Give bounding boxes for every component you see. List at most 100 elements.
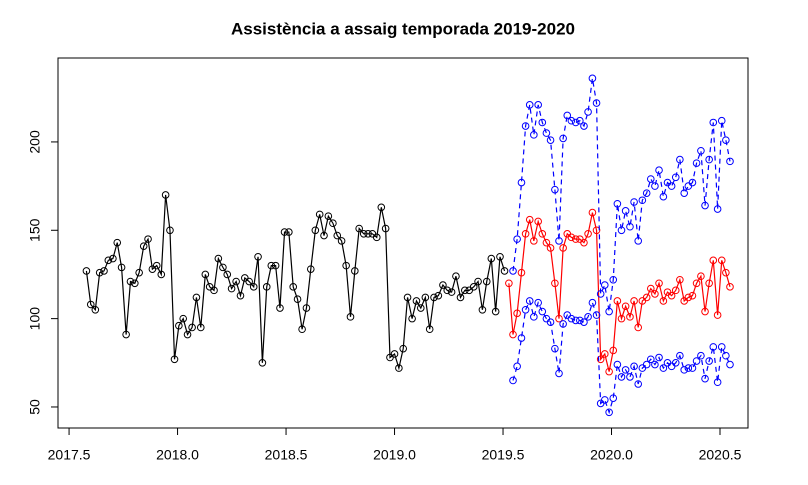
point [491,307,500,316]
point [538,118,547,127]
series-line [512,299,731,415]
point [95,268,104,277]
point [684,293,693,302]
point [377,203,386,212]
point [530,131,538,139]
point [346,313,355,321]
point [671,173,680,182]
point [496,252,504,261]
point [651,290,659,298]
point [551,279,559,288]
point [646,175,655,183]
point [534,101,542,109]
point [559,244,567,252]
point [267,261,276,270]
point [521,230,530,238]
point [701,201,709,210]
x-tick-label: 2019.0 [373,447,416,463]
point [223,270,232,279]
point [530,313,538,321]
point [232,277,240,286]
point [236,291,245,300]
point [680,189,689,197]
point [474,277,482,286]
point [298,325,306,334]
point [571,235,580,243]
point [513,309,521,318]
point [692,357,701,365]
point [621,302,630,311]
point [525,215,534,224]
point [439,281,447,289]
point [596,290,605,298]
point [688,291,697,300]
point [646,355,655,364]
point [596,355,605,364]
point [688,364,697,372]
point [196,323,205,332]
point [680,366,689,374]
point [117,263,126,272]
point [692,279,701,288]
point [609,394,618,402]
point [534,298,542,307]
point [219,263,227,272]
point [408,314,416,323]
point [655,353,663,362]
point [630,198,638,206]
point [329,219,337,228]
point [144,235,152,243]
point [717,343,726,351]
point [600,281,609,289]
point [613,199,622,208]
point [192,293,201,302]
point [626,313,634,321]
point [605,367,613,376]
point [170,355,179,364]
point [517,178,526,187]
point [315,210,324,219]
point [722,136,730,144]
point [534,217,542,226]
point [667,291,676,300]
point [509,330,517,339]
point [580,238,588,247]
point [592,99,601,107]
point [605,307,613,316]
point [175,321,183,330]
point [713,205,722,213]
point [249,283,258,291]
point [701,307,709,316]
point [254,252,262,261]
point [546,136,555,144]
point [538,307,547,316]
point [525,101,534,109]
point [613,360,622,369]
point [452,272,460,281]
point [630,297,638,305]
point [521,305,530,314]
point [513,362,521,371]
point [555,237,563,245]
point [626,373,634,381]
point [671,358,680,367]
point [571,118,580,127]
plot-frame [57,57,749,429]
point [333,231,342,240]
y-tick-label: 200 [27,130,43,154]
point [634,237,643,245]
x-tick-label: 2018.5 [265,447,308,463]
x-tick-label: 2019.5 [482,447,525,463]
point [617,226,626,235]
point [605,408,613,417]
point [113,238,122,247]
point [131,279,139,288]
point [311,226,320,235]
point [713,311,722,319]
point [567,116,576,125]
series-line [85,194,506,371]
point [713,378,722,387]
point [551,185,559,194]
